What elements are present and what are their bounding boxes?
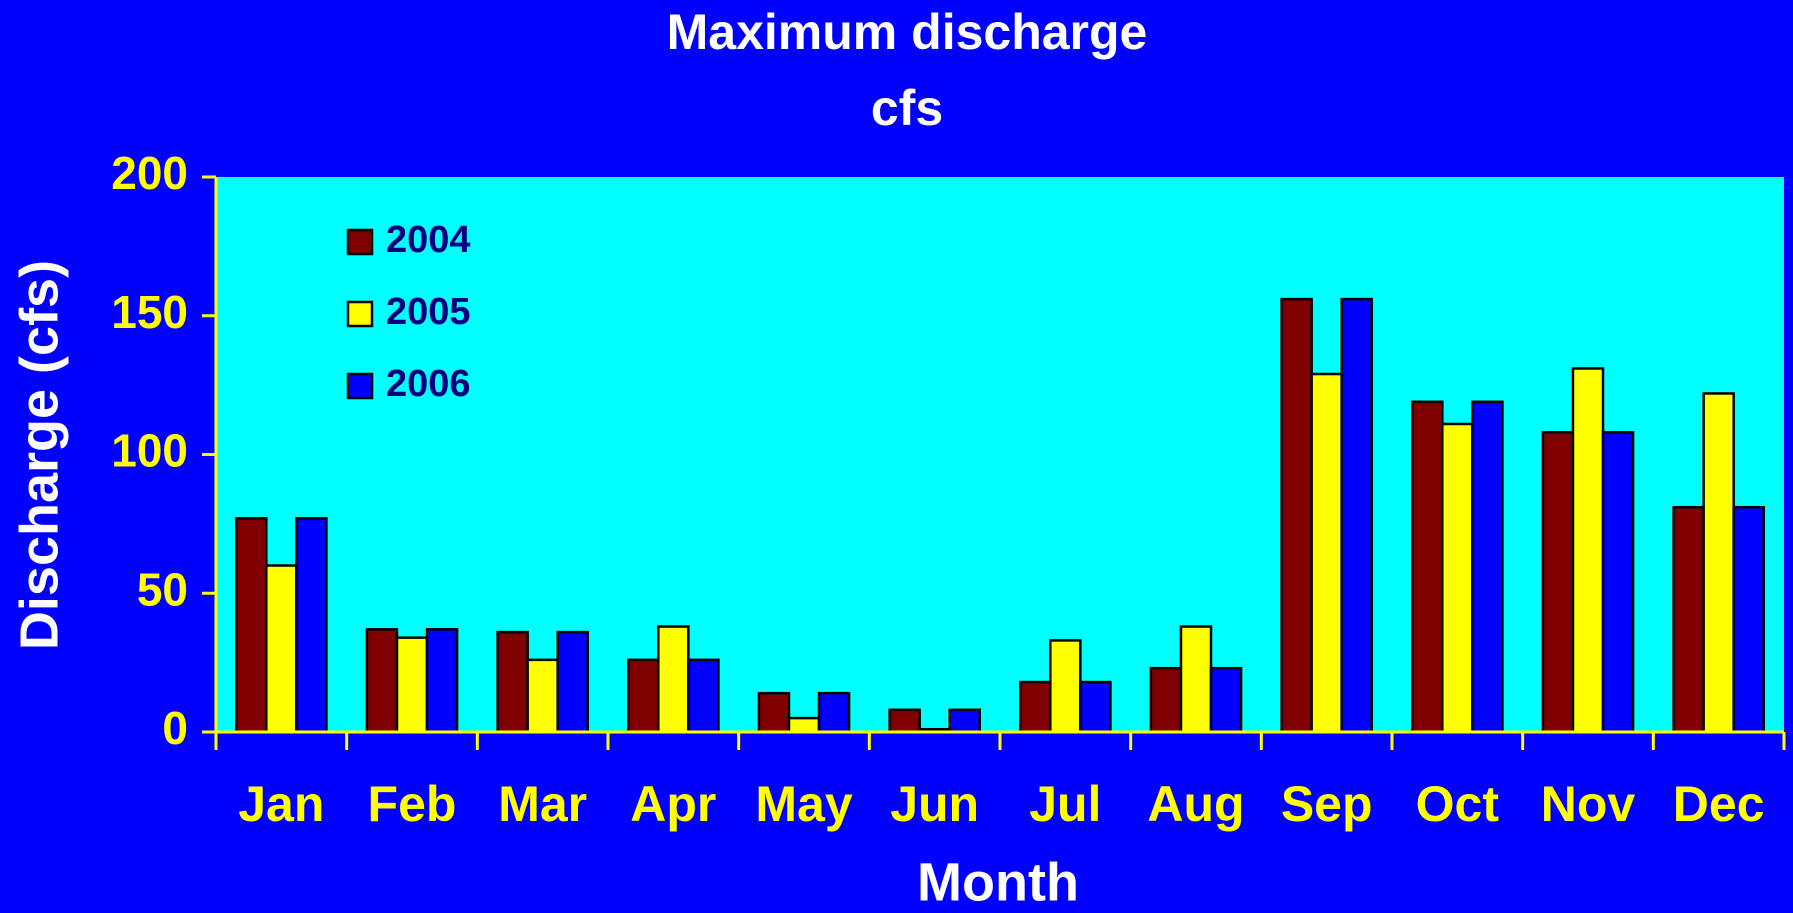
bar bbox=[295, 517, 328, 734]
x-axis-label: Month bbox=[917, 852, 1079, 912]
x-tick-label: Nov bbox=[1541, 776, 1636, 832]
y-tick-label: 150 bbox=[111, 286, 188, 338]
bar bbox=[526, 658, 559, 734]
bar bbox=[235, 517, 268, 734]
bar bbox=[1019, 680, 1052, 734]
bar bbox=[1702, 392, 1735, 734]
x-tick-label: Aug bbox=[1147, 776, 1244, 832]
bar bbox=[1601, 431, 1635, 734]
bar bbox=[1280, 297, 1313, 734]
bar bbox=[365, 628, 399, 734]
y-tick-label: 0 bbox=[162, 702, 188, 754]
bar bbox=[1471, 400, 1504, 734]
bar bbox=[1049, 639, 1082, 734]
bar bbox=[1541, 431, 1575, 734]
bar bbox=[687, 658, 720, 734]
x-tick-label: Oct bbox=[1416, 776, 1500, 832]
plot-area bbox=[216, 177, 1784, 732]
legend-swatch bbox=[346, 372, 374, 400]
x-tick-label: Jan bbox=[238, 776, 324, 832]
bar bbox=[1441, 422, 1474, 734]
legend-label: 2006 bbox=[386, 363, 471, 405]
bar bbox=[787, 716, 821, 734]
legend-swatch bbox=[346, 300, 374, 328]
x-tick-label: Sep bbox=[1281, 776, 1373, 832]
y-tick-label: 100 bbox=[111, 425, 188, 477]
bar bbox=[1571, 367, 1605, 734]
bar bbox=[556, 630, 589, 734]
y-tick-label: 200 bbox=[111, 147, 188, 199]
bar bbox=[265, 564, 298, 734]
bar bbox=[1179, 625, 1213, 734]
x-tick-label: Mar bbox=[498, 776, 587, 832]
x-tick-label: Jul bbox=[1029, 776, 1101, 832]
x-tick-label: May bbox=[755, 776, 852, 832]
bar bbox=[888, 708, 921, 734]
bar bbox=[948, 708, 981, 734]
chart-title: Maximum discharge bbox=[667, 4, 1148, 60]
bar bbox=[1411, 400, 1444, 734]
bar bbox=[1340, 297, 1373, 734]
bar bbox=[627, 658, 660, 734]
bar bbox=[425, 628, 459, 734]
x-tick-label: Feb bbox=[368, 776, 457, 832]
bar bbox=[1209, 666, 1243, 734]
y-axis-label: Discharge (cfs) bbox=[9, 260, 69, 650]
legend-label: 2004 bbox=[386, 219, 471, 261]
bar bbox=[1732, 505, 1765, 734]
x-tick-label: Jun bbox=[890, 776, 979, 832]
bar bbox=[395, 636, 429, 734]
legend-swatch bbox=[346, 228, 374, 256]
chart-subtitle: cfs bbox=[871, 80, 943, 136]
bar bbox=[496, 630, 529, 734]
y-tick-label: 50 bbox=[137, 563, 188, 615]
bar bbox=[657, 625, 690, 734]
bar bbox=[1079, 680, 1112, 734]
bar bbox=[757, 691, 791, 734]
bar bbox=[1310, 372, 1343, 734]
bar bbox=[1672, 505, 1705, 734]
x-tick-label: Apr bbox=[630, 776, 716, 832]
bar bbox=[817, 691, 851, 734]
legend-label: 2005 bbox=[386, 291, 471, 333]
bar bbox=[1149, 666, 1183, 734]
x-tick-label: Dec bbox=[1673, 776, 1765, 832]
